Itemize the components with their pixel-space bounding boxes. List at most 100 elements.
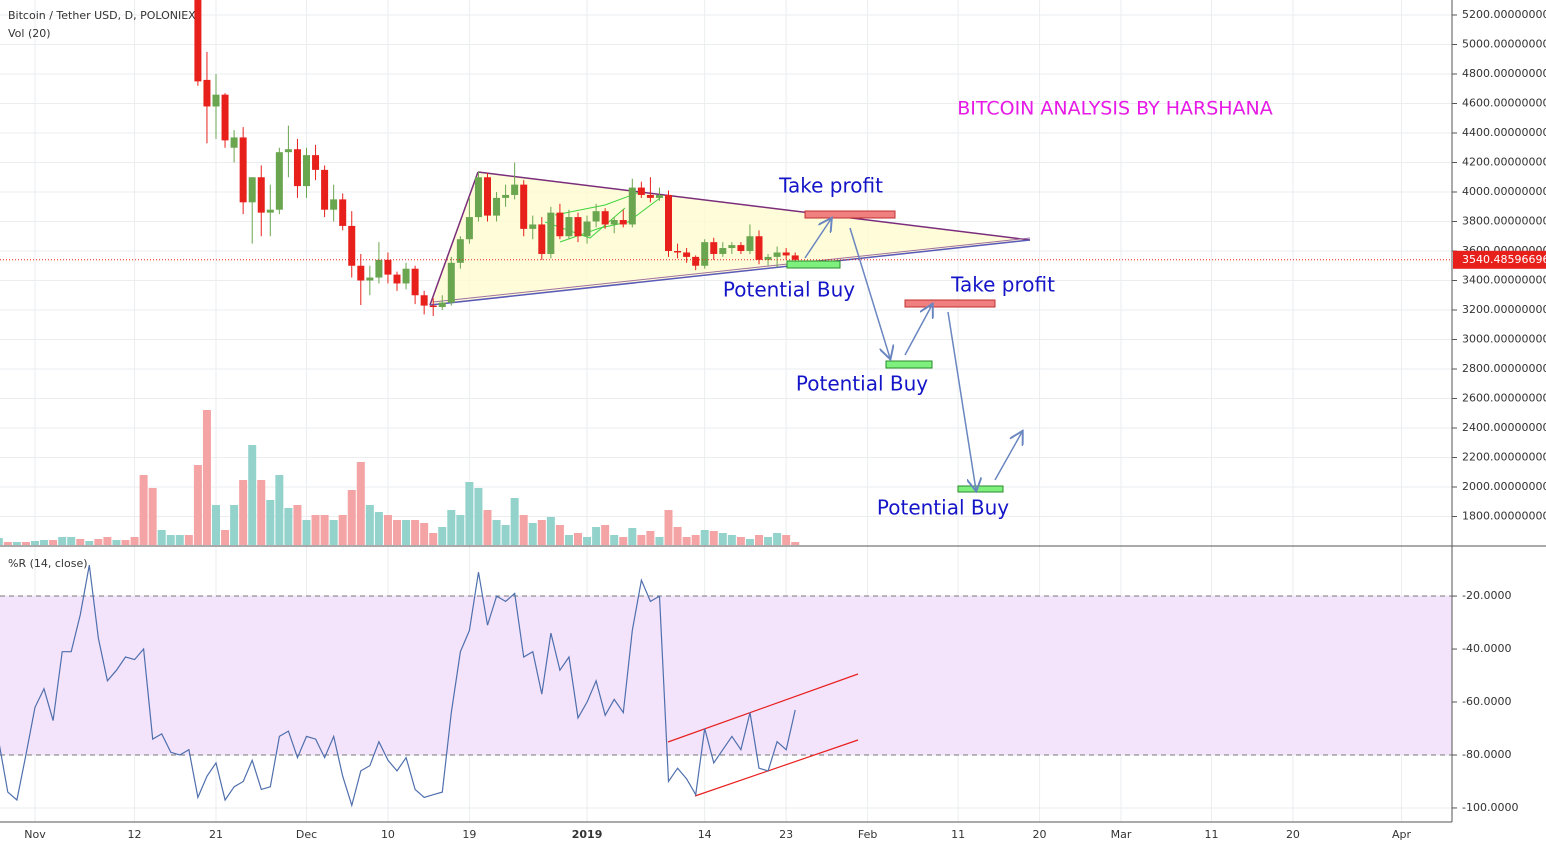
volume-bar	[791, 542, 800, 545]
volume-bar	[456, 515, 465, 545]
candle-body	[755, 236, 763, 260]
y-tick-label: 3400.00000000	[1462, 274, 1546, 287]
volume-bar	[12, 542, 21, 545]
candle-body	[420, 295, 428, 306]
volume-bar	[555, 525, 564, 545]
volume-bar	[546, 517, 555, 545]
y-tick-label: 1800.00000000	[1462, 510, 1546, 523]
volume-bar	[501, 525, 510, 545]
candle-body	[773, 252, 781, 257]
volume-bar	[773, 533, 782, 545]
candle-body	[692, 256, 700, 266]
volume-bar	[637, 535, 646, 545]
y-tick-label: 4800.00000000	[1462, 67, 1546, 80]
volume-bar	[266, 500, 275, 545]
candle-body	[447, 262, 455, 303]
volume-bar	[718, 533, 727, 545]
band	[0, 596, 1452, 755]
volume-bar	[610, 535, 619, 545]
candle-body	[619, 220, 627, 225]
y-tick-label: 4600.00000000	[1462, 97, 1546, 110]
candle-body	[429, 305, 437, 308]
x-tick-label: Dec	[296, 828, 317, 841]
candle-body	[312, 155, 320, 170]
volume-bar	[257, 480, 266, 545]
x-tick-label: Feb	[858, 828, 877, 841]
volume-bar	[727, 535, 736, 545]
volume-bar	[537, 520, 546, 545]
candle-body	[266, 209, 274, 213]
volume-bar	[601, 525, 610, 545]
x-tick-label: 20	[1286, 828, 1300, 841]
wr-legend: %R (14, close)	[8, 557, 88, 570]
wr-line	[0, 564, 796, 808]
candle-body	[484, 177, 491, 216]
volume-bar	[58, 537, 67, 545]
candle-body	[465, 217, 473, 240]
volume-bar	[21, 542, 30, 545]
trade-boxes	[667, 210, 1022, 797]
y-tick-label: 4000.00000000	[1462, 185, 1546, 198]
y-tick-label: 4400.00000000	[1462, 126, 1546, 139]
x-tick-label: 10	[381, 828, 395, 841]
candle-body	[321, 169, 329, 210]
x-tick-label: 20	[1033, 828, 1047, 841]
candle-body	[384, 259, 392, 275]
volume-bar	[302, 520, 311, 545]
candle-body	[230, 137, 238, 148]
candle-body	[601, 211, 609, 225]
candle-body	[248, 177, 256, 203]
volume-bar	[175, 535, 184, 545]
candle-body	[674, 251, 682, 253]
candle-body	[565, 217, 573, 237]
volume-bar	[347, 490, 356, 545]
volume-bar	[564, 535, 573, 545]
volume-bar	[356, 462, 365, 545]
volume-bar	[782, 535, 791, 545]
y-tick-label: 2200.00000000	[1462, 451, 1546, 464]
y-tick-label: 2000.00000000	[1462, 480, 1546, 493]
volume-bar	[745, 539, 754, 545]
volume-bar	[212, 505, 220, 545]
volume-bar	[583, 537, 592, 545]
x-tick-label: 11	[951, 828, 965, 841]
candle-body	[583, 221, 591, 237]
candle-body	[511, 184, 519, 195]
volume-bar	[628, 528, 637, 545]
volume-bar	[700, 530, 709, 545]
candle-body	[710, 242, 718, 254]
candle-body	[719, 248, 727, 254]
candle-body	[538, 224, 546, 254]
volume-bar	[682, 537, 691, 545]
annotation: Potential Buy	[723, 278, 855, 302]
candle-body	[348, 225, 356, 266]
candle-body	[357, 265, 365, 281]
volume-bar	[691, 535, 700, 545]
title: BITCOIN ANALYSIS BY HARSHANA	[957, 98, 1273, 120]
candle-body	[610, 220, 618, 225]
candle-body	[502, 194, 510, 198]
candle-body	[556, 212, 564, 237]
y-tick-label: -60.0000	[1462, 695, 1511, 708]
annotation: Take profit	[778, 174, 883, 198]
volume-bar	[148, 488, 157, 545]
candle-body	[366, 277, 374, 281]
candle-body	[339, 199, 347, 226]
y-tick-label: 5000.00000000	[1462, 38, 1546, 51]
y-tick-label: 2800.00000000	[1462, 362, 1546, 375]
candle-body	[529, 224, 537, 229]
x-tick-label: Mar	[1111, 828, 1132, 841]
candle-body	[520, 184, 528, 229]
drawings	[429, 171, 1031, 306]
volume-bar	[519, 515, 528, 545]
volume-bar	[166, 535, 175, 545]
volume-bar	[284, 508, 293, 545]
x-tick-label: 2019	[572, 828, 603, 841]
candle-body	[411, 268, 419, 296]
candle-body	[239, 137, 247, 203]
volume-bar	[592, 527, 601, 545]
volume-bar	[764, 537, 773, 545]
candle-body	[275, 152, 283, 210]
y-tick-label: 2400.00000000	[1462, 421, 1546, 434]
